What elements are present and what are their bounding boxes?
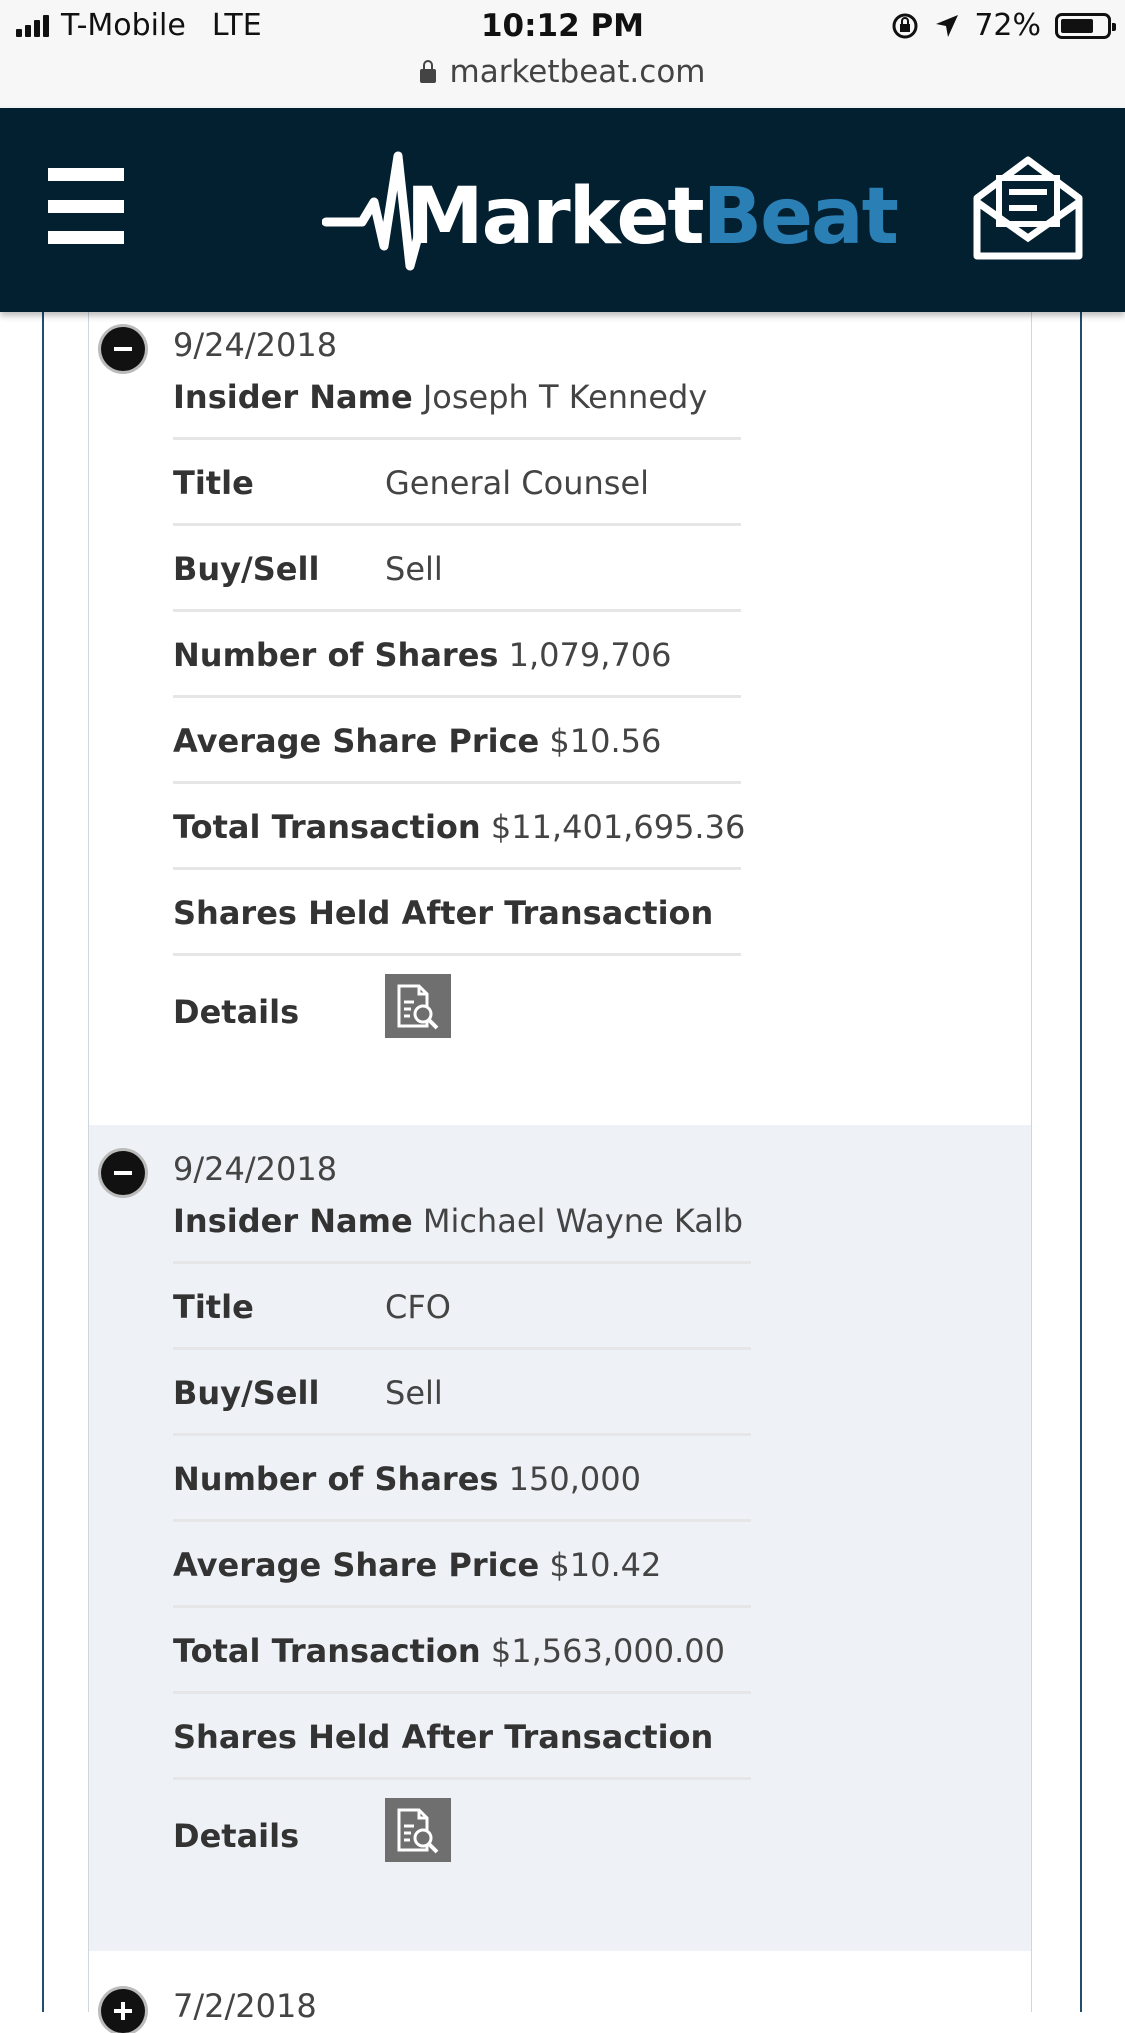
number-of-shares-label: Number of Shares [173,1460,499,1498]
buy-sell-value: Sell [385,550,443,588]
heartbeat-logo-icon [322,151,427,271]
insider-name-label: Insider Name [173,1202,413,1240]
expand-toggle-icon[interactable] [101,1989,145,2033]
shares-held-after-label: Shares Held After Transaction [173,1718,714,1756]
average-share-price-value: $10.42 [549,1546,662,1584]
insider-trade-record: 9/24/2018 Insider Name Joseph T Kennedy … [89,312,1031,1125]
buy-sell-label: Buy/Sell [173,1374,320,1412]
trade-date: 7/2/2018 [173,1987,317,2025]
total-transaction-row: Total Transaction $11,401,695.36 [173,784,745,870]
total-transaction-value: $11,401,695.36 [490,808,746,846]
carrier-info: T-Mobile LTE [16,8,262,43]
title-value: General Counsel [385,464,650,502]
trade-date: 9/24/2018 [173,326,338,364]
total-transaction-label: Total Transaction [173,808,481,846]
insider-name-label: Insider Name [173,378,413,416]
envelope-newsletter-icon[interactable] [971,152,1085,262]
number-of-shares-value: 150,000 [508,1460,641,1498]
total-transaction-row: Total Transaction $1,563,000.00 [173,1608,751,1694]
title-row: Title General Counsel [173,440,741,526]
collapse-toggle-icon[interactable] [101,1151,145,1195]
lock-icon [419,60,436,83]
number-of-shares-row: Number of Shares 1,079,706 [173,612,741,698]
shares-held-after-row: Shares Held After Transaction [173,870,741,956]
total-transaction-label: Total Transaction [173,1632,481,1670]
insider-name-row: Insider Name Joseph T Kennedy [173,354,741,440]
average-share-price-label: Average Share Price [173,1546,540,1584]
title-row: Title CFO [173,1264,751,1350]
status-indicators: 72% [890,8,1116,43]
average-share-price-value: $10.56 [549,722,662,760]
number-of-shares-label: Number of Shares [173,636,499,674]
title-label: Title [173,1288,254,1326]
insider-name-row: Insider Name Michael Wayne Kalb [173,1178,751,1264]
url-text: marketbeat.com [449,54,706,90]
marketbeat-logo[interactable]: MarketBeat [322,142,899,282]
average-share-price-row: Average Share Price $10.56 [173,698,741,784]
buy-sell-row: Buy/Sell Sell [173,1350,751,1436]
trade-date: 9/24/2018 [173,1150,338,1188]
number-of-shares-value: 1,079,706 [508,636,672,674]
carrier-name: T-Mobile [61,8,186,43]
rotation-lock-icon [892,13,918,38]
average-share-price-row: Average Share Price $10.42 [173,1522,751,1608]
details-row: Details [173,1786,751,1886]
shares-held-after-label: Shares Held After Transaction [173,894,714,932]
insider-trades-list: 9/24/2018 Insider Name Joseph T Kennedy … [88,312,1032,2033]
status-bar: T-Mobile LTE 10:12 PM 72% marketbeat.com [0,0,1125,108]
buy-sell-label: Buy/Sell [173,550,320,588]
collapse-toggle-icon[interactable] [101,327,145,371]
location-arrow-icon [936,14,959,37]
network-type: LTE [211,8,262,43]
number-of-shares-row: Number of Shares 150,000 [173,1436,751,1522]
address-bar[interactable]: marketbeat.com [0,54,1125,90]
battery-icon [1055,12,1116,39]
title-label: Title [173,464,254,502]
logo-text: MarketBeat [406,172,899,262]
average-share-price-label: Average Share Price [173,722,540,760]
hamburger-menu-icon[interactable] [48,168,124,244]
total-transaction-value: $1,563,000.00 [490,1632,725,1670]
insider-name-value: Michael Wayne Kalb [422,1202,744,1240]
battery-percent: 72% [974,8,1041,43]
document-search-icon[interactable] [385,1798,451,1862]
clock: 10:12 PM [480,8,645,44]
insider-name-value: Joseph T Kennedy [422,378,708,416]
content-frame [42,312,1082,2012]
document-search-icon[interactable] [385,974,451,1038]
details-row: Details [173,962,741,1062]
insider-trade-record: 7/2/2018 [89,1951,1031,2033]
details-label: Details [173,993,300,1031]
buy-sell-row: Buy/Sell Sell [173,526,741,612]
insider-trade-record: 9/24/2018 Insider Name Michael Wayne Kal… [89,1125,1031,1951]
details-label: Details [173,1817,300,1855]
site-header: MarketBeat [0,108,1125,312]
signal-strength-icon [16,14,49,37]
buy-sell-value: Sell [385,1374,443,1412]
shares-held-after-row: Shares Held After Transaction [173,1694,751,1780]
title-value: CFO [385,1288,451,1326]
